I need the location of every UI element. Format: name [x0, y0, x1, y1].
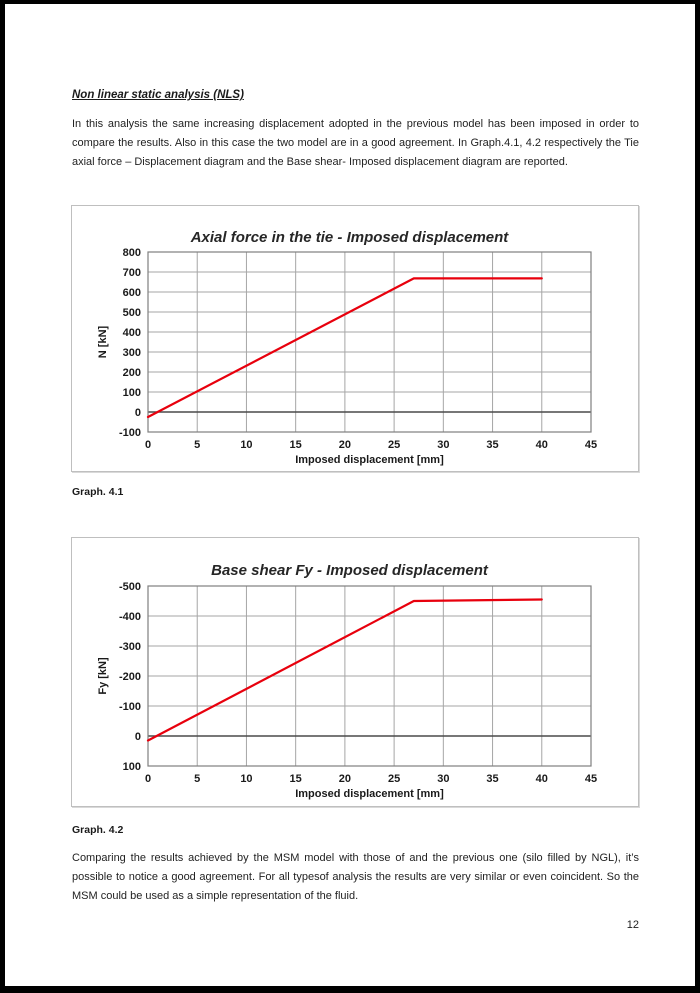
- page-number: 12: [626, 919, 639, 931]
- svg-text:-100: -100: [119, 427, 141, 439]
- svg-text:30: 30: [437, 773, 449, 785]
- svg-text:5: 5: [194, 773, 200, 785]
- svg-text:-400: -400: [119, 611, 141, 623]
- chart-axial-force-container: 800 700 600 500 400 300 200 100 0 -100 0 5 10 15 20 25 3…: [71, 205, 639, 472]
- svg-text:500: 500: [123, 307, 141, 319]
- svg-text:0: 0: [145, 439, 151, 451]
- svg-text:30: 30: [437, 439, 449, 451]
- svg-text:-200: -200: [119, 671, 141, 683]
- svg-text:400: 400: [123, 327, 141, 339]
- svg-text:45: 45: [585, 773, 597, 785]
- svg-text:45: 45: [585, 439, 597, 451]
- svg-text:35: 35: [486, 439, 498, 451]
- svg-text:Imposed displacement [mm]: Imposed displacement [mm]: [295, 454, 444, 466]
- svg-text:Axial force in the tie - Impos: Axial force in the tie - Imposed displac…: [190, 229, 510, 246]
- svg-text:25: 25: [388, 439, 400, 451]
- chart-axial-force: 800 700 600 500 400 300 200 100 0 -100 0 5 10 15 20 25 3…: [97, 229, 597, 466]
- svg-text:-300: -300: [119, 641, 141, 653]
- chart-base-shear: -500 -400 -300 -200 -100 0 100 0 5 10 15 20 25 30 35 40…: [97, 562, 597, 800]
- svg-text:15: 15: [290, 773, 302, 785]
- section-heading: Non linear static analysis (NLS): [72, 89, 244, 101]
- svg-text:20: 20: [339, 439, 351, 451]
- graph-4-2-caption: Graph. 4.2: [72, 824, 124, 836]
- svg-text:15: 15: [290, 439, 302, 451]
- svg-text:300: 300: [123, 347, 141, 359]
- svg-text:100: 100: [123, 387, 141, 399]
- svg-text:25: 25: [388, 773, 400, 785]
- svg-text:Base shear Fy - Imposed displa: Base shear Fy - Imposed displacement: [211, 562, 489, 579]
- svg-text:40: 40: [536, 439, 548, 451]
- svg-text:40: 40: [536, 773, 548, 785]
- svg-text:200: 200: [123, 367, 141, 379]
- svg-text:10: 10: [240, 773, 252, 785]
- svg-text:N [kN]: N [kN]: [97, 325, 109, 358]
- svg-text:Fy [kN]: Fy [kN]: [97, 657, 109, 695]
- intro-paragraph: In this analysis the same increasing dis…: [72, 118, 639, 168]
- svg-text:600: 600: [123, 287, 141, 299]
- graph-4-1-caption: Graph. 4.1: [72, 486, 124, 498]
- svg-text:700: 700: [123, 267, 141, 279]
- chart-base-shear-container: -500 -400 -300 -200 -100 0 100 0 5 10 15 20 25 30 35 40…: [71, 537, 639, 807]
- svg-text:Imposed displacement [mm]: Imposed displacement [mm]: [295, 788, 444, 800]
- svg-text:0: 0: [145, 773, 151, 785]
- svg-text:100: 100: [123, 761, 141, 773]
- svg-text:-100: -100: [119, 701, 141, 713]
- svg-text:0: 0: [135, 731, 141, 743]
- svg-text:800: 800: [123, 247, 141, 259]
- svg-text:20: 20: [339, 773, 351, 785]
- svg-text:35: 35: [486, 773, 498, 785]
- svg-text:-500: -500: [119, 581, 141, 593]
- conclusion-paragraph: Comparing the results achieved by the MS…: [72, 852, 639, 902]
- svg-text:10: 10: [240, 439, 252, 451]
- svg-text:0: 0: [135, 407, 141, 419]
- svg-text:5: 5: [194, 439, 200, 451]
